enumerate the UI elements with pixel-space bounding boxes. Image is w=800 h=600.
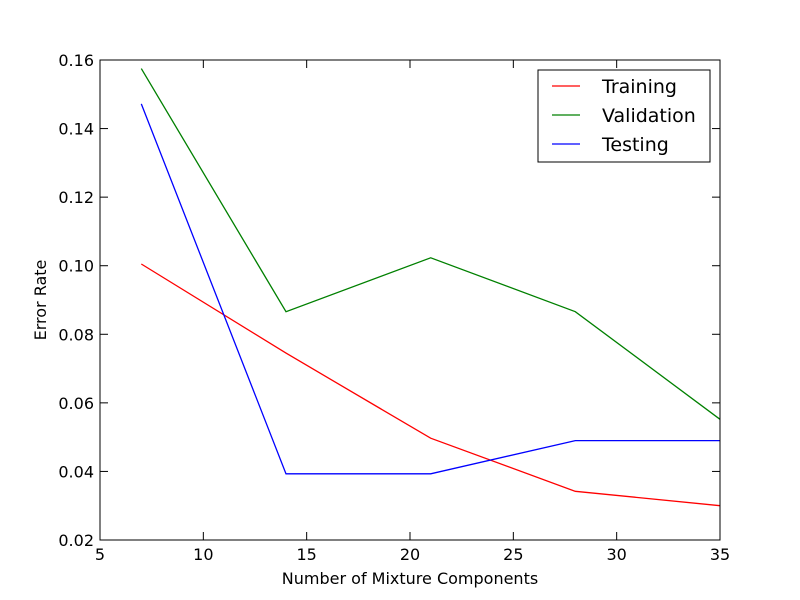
y-tick-label: 0.08 (58, 325, 94, 344)
y-tick-label: 0.10 (58, 257, 94, 276)
axis-ticks (99, 59, 721, 541)
legend-box (537, 69, 711, 163)
legend: Training Validation Testing (537, 69, 711, 163)
legend-label-training: Training (601, 76, 677, 98)
x-tick-label: 20 (400, 545, 420, 564)
x-tick-label: 25 (503, 545, 523, 564)
x-axis-label: Number of Mixture Components (282, 569, 538, 588)
y-tick-label: 0.02 (58, 531, 94, 550)
series-line-testing (140, 103, 720, 475)
x-tick-label: 10 (193, 545, 213, 564)
y-tick-label: 0.06 (58, 394, 94, 413)
x-tick-label: 35 (710, 545, 730, 564)
x-tick-label: 5 (95, 545, 105, 564)
series-line-validation (140, 68, 721, 420)
axis-tick-labels: 5 10 15 20 25 30 35 0.02 0.04 0.06 0.08 0.10 0.12 0.1… (58, 51, 730, 564)
y-tick-label: 0.12 (58, 188, 94, 207)
legend-label-validation: Validation (602, 105, 696, 127)
y-axis-label: Error Rate (31, 260, 50, 341)
plot-lines (140, 68, 721, 507)
series-line-training (140, 263, 721, 507)
y-tick-label: 0.16 (58, 51, 94, 70)
y-tick-label: 0.14 (58, 120, 94, 139)
y-tick-label: 0.04 (58, 462, 94, 481)
x-tick-label: 30 (606, 545, 626, 564)
x-tick-label: 15 (296, 545, 316, 564)
legend-label-testing: Testing (601, 134, 669, 156)
